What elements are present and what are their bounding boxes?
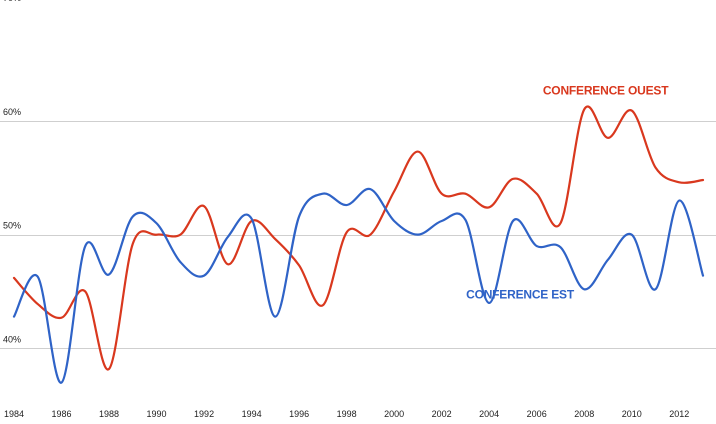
x-tick-label: 1986 — [52, 409, 72, 419]
series-labels: CONFERENCE OUEST CONFERENCE EST — [466, 84, 669, 302]
y-gridlines — [0, 121, 716, 349]
y-tick-label: 60% — [3, 107, 21, 117]
x-tick-label: 1984 — [4, 409, 24, 419]
x-tick-label: 1994 — [242, 409, 262, 419]
x-tick-label: 1990 — [147, 409, 167, 419]
x-tick-label: 2000 — [384, 409, 404, 419]
series-label-conference-est: CONFERENCE EST — [466, 287, 575, 301]
y-tick-label: 70% — [3, 0, 21, 3]
x-tick-label: 2010 — [622, 409, 642, 419]
series-line-conference-est — [12, 187, 705, 384]
x-tick-label: 1998 — [337, 409, 357, 419]
y-tick-label: 40% — [3, 334, 21, 344]
x-tick-label: 1992 — [194, 409, 214, 419]
x-tick-label: 1996 — [289, 409, 309, 419]
series-line-conference-ouest — [12, 105, 705, 371]
x-tick-label: 2002 — [432, 409, 452, 419]
x-tick-label: 2004 — [479, 409, 499, 419]
y-axis-tick-labels: 40% 50% 60% 70% — [3, 0, 21, 344]
series-lines — [12, 105, 705, 384]
x-tick-label: 2008 — [574, 409, 594, 419]
y-tick-label: 50% — [3, 221, 21, 231]
x-tick-label: 2006 — [527, 409, 547, 419]
x-tick-label: 2012 — [669, 409, 689, 419]
x-axis-tick-labels: 1984 1986 1988 1990 1992 1994 1996 1998 2000 2002… — [4, 409, 689, 419]
x-tick-label: 1988 — [99, 409, 119, 419]
series-label-conference-ouest: CONFERENCE OUEST — [543, 84, 669, 98]
